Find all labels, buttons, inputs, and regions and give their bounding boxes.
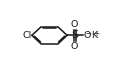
Text: O: O bbox=[71, 42, 78, 51]
Text: Cl: Cl bbox=[22, 31, 31, 40]
Text: +: + bbox=[93, 31, 99, 37]
Text: K: K bbox=[91, 31, 97, 40]
Text: −: − bbox=[85, 31, 92, 37]
Text: O: O bbox=[71, 20, 78, 29]
Text: S: S bbox=[71, 30, 78, 40]
Text: O: O bbox=[83, 31, 91, 40]
